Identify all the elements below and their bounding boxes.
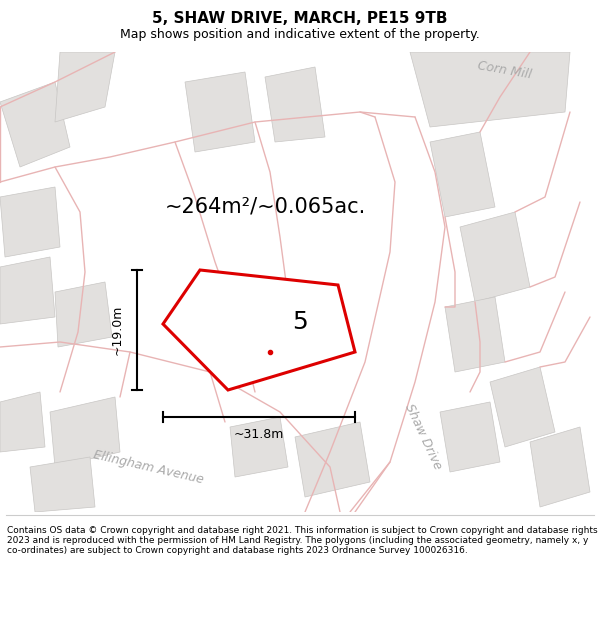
Polygon shape	[50, 397, 120, 467]
Polygon shape	[410, 52, 570, 127]
Polygon shape	[0, 82, 70, 167]
Text: Corn Mill: Corn Mill	[477, 59, 533, 81]
Text: ~31.8m: ~31.8m	[234, 429, 284, 441]
Polygon shape	[230, 417, 288, 477]
Polygon shape	[430, 132, 495, 217]
Polygon shape	[55, 282, 112, 347]
Polygon shape	[295, 422, 370, 497]
Polygon shape	[445, 297, 505, 372]
Polygon shape	[0, 187, 60, 257]
Polygon shape	[440, 402, 500, 472]
Text: 5, SHAW DRIVE, MARCH, PE15 9TB: 5, SHAW DRIVE, MARCH, PE15 9TB	[152, 11, 448, 26]
Polygon shape	[30, 457, 95, 512]
Polygon shape	[163, 270, 355, 390]
Text: Map shows position and indicative extent of the property.: Map shows position and indicative extent…	[120, 28, 480, 41]
Polygon shape	[0, 392, 45, 452]
Polygon shape	[460, 212, 530, 302]
Polygon shape	[265, 67, 325, 142]
Text: Shaw Drive: Shaw Drive	[402, 402, 444, 472]
Text: Contains OS data © Crown copyright and database right 2021. This information is : Contains OS data © Crown copyright and d…	[7, 526, 598, 556]
Polygon shape	[530, 427, 590, 507]
Polygon shape	[0, 257, 55, 324]
Polygon shape	[55, 52, 115, 122]
Text: 5: 5	[292, 310, 308, 334]
Polygon shape	[185, 72, 255, 152]
Text: Ellingham Avenue: Ellingham Avenue	[92, 448, 205, 486]
Text: ~264m²/~0.065ac.: ~264m²/~0.065ac.	[164, 197, 365, 217]
Text: ~19.0m: ~19.0m	[110, 305, 124, 355]
Polygon shape	[490, 367, 555, 447]
